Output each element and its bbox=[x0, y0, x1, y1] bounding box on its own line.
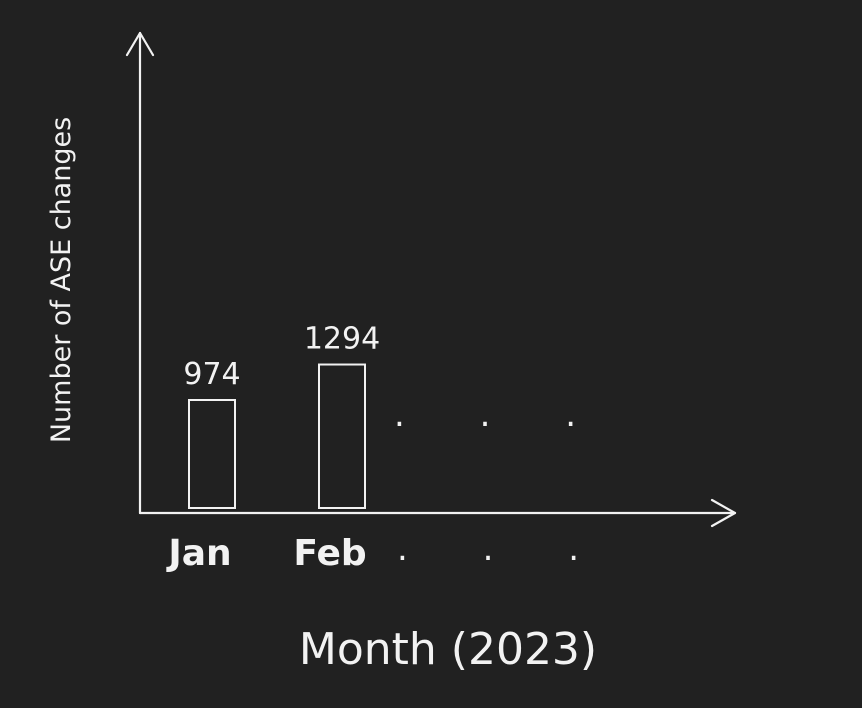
x-tick-labels-group: Jan Feb bbox=[165, 533, 366, 574]
x-tick-label-feb: Feb bbox=[293, 533, 366, 574]
value-label-jan: 974 bbox=[183, 357, 240, 392]
x-tick-continuation-ellipsis: . . . bbox=[397, 529, 611, 569]
x-axis-label: Month (2023) bbox=[299, 624, 597, 675]
bar-continuation-ellipsis: . . . bbox=[394, 395, 608, 435]
value-label-feb: 1294 bbox=[304, 322, 380, 357]
x-tick-label-jan: Jan bbox=[165, 533, 231, 574]
x-axis bbox=[138, 498, 737, 528]
y-axis bbox=[125, 31, 155, 515]
y-axis-label: Number of ASE changes bbox=[46, 117, 77, 443]
value-labels-group: 974 1294 bbox=[183, 322, 380, 392]
bars-group bbox=[188, 363, 366, 509]
bar-feb bbox=[318, 363, 366, 509]
bar-jan bbox=[188, 399, 236, 509]
